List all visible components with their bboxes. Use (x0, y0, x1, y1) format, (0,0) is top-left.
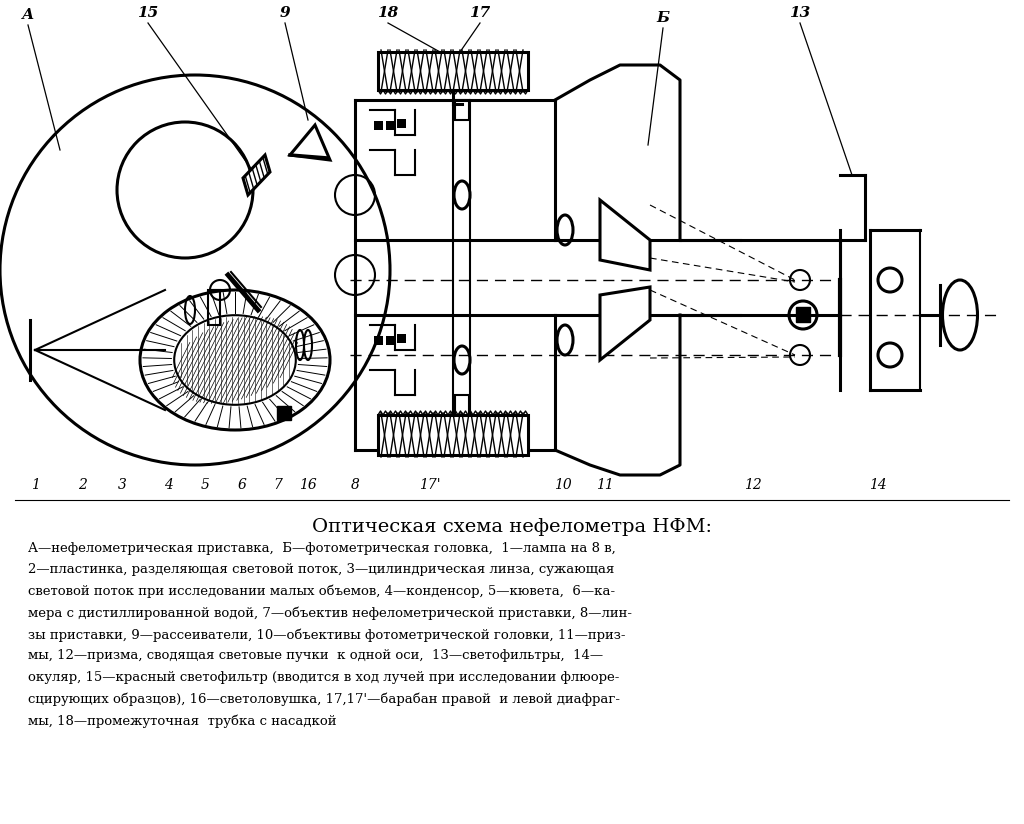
Text: мы, 18—промежуточная  трубка с насадкой: мы, 18—промежуточная трубка с насадкой (28, 714, 337, 728)
Text: 15: 15 (137, 6, 159, 20)
Text: 17': 17' (419, 478, 440, 492)
Ellipse shape (174, 316, 296, 405)
Polygon shape (290, 125, 330, 160)
Text: 4: 4 (164, 478, 172, 492)
Polygon shape (243, 155, 270, 195)
Text: 6: 6 (238, 478, 247, 492)
Text: 2—пластинка, разделяющая световой поток, 3—цилиндрическая линза, сужающая: 2—пластинка, разделяющая световой поток,… (28, 564, 614, 577)
Text: А—нефелометрическая приставка,  Б—фотометрическая головка,  1—лампа на 8 в,: А—нефелометрическая приставка, Б—фотомет… (28, 542, 615, 555)
Text: 14: 14 (869, 478, 887, 492)
Text: 2: 2 (78, 478, 86, 492)
Bar (455, 395, 469, 415)
Text: сцирующих образцов), 16—светоловушка, 17,17'—барабан правой  и левой диафраг-: сцирующих образцов), 16—светоловушка, 17… (28, 692, 620, 706)
Text: 13: 13 (790, 6, 811, 20)
Text: 12: 12 (744, 478, 762, 492)
Text: 5: 5 (201, 478, 210, 492)
Text: 18: 18 (378, 6, 398, 20)
Bar (374, 121, 383, 130)
Text: мера с дистиллированной водой, 7—объектив нефелометрической приставки, 8—лин-: мера с дистиллированной водой, 7—объекти… (28, 606, 632, 620)
Text: 10: 10 (554, 478, 571, 492)
Bar (278, 406, 291, 420)
Bar (208, 290, 220, 325)
Bar (374, 336, 383, 345)
Text: мы, 12—призма, сводящая световые пучки  к одной оси,  13—светофильтры,  14—: мы, 12—призма, сводящая световые пучки к… (28, 649, 603, 662)
Bar (378, 415, 528, 455)
Text: 9: 9 (280, 6, 291, 20)
Bar (378, 52, 528, 90)
Text: 16: 16 (299, 478, 316, 492)
Text: световой поток при исследовании малых объемов, 4—конденсор, 5—кювета,  6—ка-: световой поток при исследовании малых об… (28, 585, 615, 598)
Text: Б: Б (656, 11, 670, 25)
Bar (455, 100, 469, 120)
Text: 11: 11 (596, 478, 613, 492)
Text: 3: 3 (118, 478, 126, 492)
Text: зы приставки, 9—рассеиватели, 10—объективы фотометрической головки, 11—приз-: зы приставки, 9—рассеиватели, 10—объекти… (28, 628, 626, 642)
Bar (397, 119, 406, 128)
Bar (796, 307, 810, 322)
Text: А: А (22, 8, 34, 22)
Bar (386, 121, 395, 130)
Bar (397, 334, 406, 343)
Polygon shape (600, 287, 650, 360)
Text: 17: 17 (469, 6, 490, 20)
Text: 8: 8 (350, 478, 359, 492)
Bar (386, 336, 395, 345)
Text: Оптическая схема нефелометра НФМ:: Оптическая схема нефелометра НФМ: (312, 518, 712, 536)
Text: 7: 7 (273, 478, 283, 492)
Text: окуляр, 15—красный светофильтр (вводится в ход лучей при исследовании флюоре-: окуляр, 15—красный светофильтр (вводится… (28, 671, 620, 684)
Text: 1: 1 (31, 478, 40, 492)
Polygon shape (600, 200, 650, 270)
